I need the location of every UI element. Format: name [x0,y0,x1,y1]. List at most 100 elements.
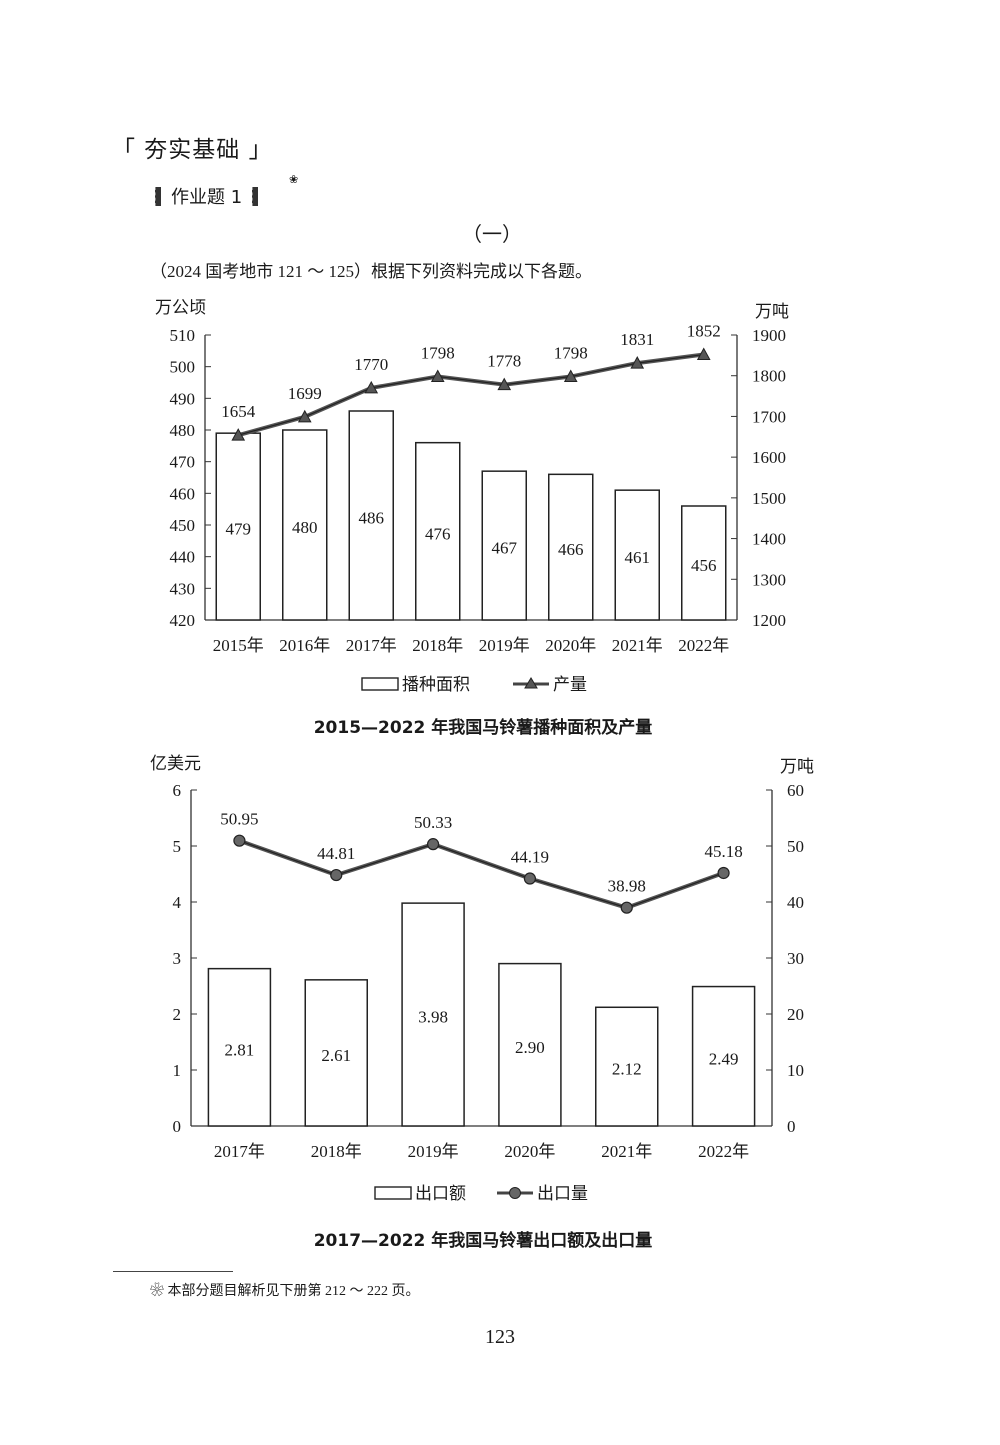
circle-marker-icon [233,834,246,847]
legend-bar-swatch [374,1186,412,1200]
section-title: 「 夯实基础 」 [112,137,273,163]
left-tick-label: 460 [170,484,196,503]
footnote: ❀ 本部分题目解析见下册第 212 ～ 222 页。 [150,1280,420,1300]
triangle-marker-icon [497,377,512,391]
right-axis-unit: 万吨 [755,302,789,321]
right-axis-unit: 万吨 [780,757,814,776]
category-label: 2018年 [412,636,463,655]
legend-bar-swatch [361,677,399,691]
bar [401,902,465,1127]
bar [282,429,328,621]
left-axis-unit: 亿美元 [150,754,201,773]
right-tick-label: 40 [787,893,804,912]
left-tick-label: 470 [170,453,196,472]
homework-title: 作业题 1 [155,183,259,209]
right-tick-label: 1800 [752,367,786,386]
bar-value-label: 486 [359,509,385,528]
triangle-marker-icon [696,347,711,361]
bar [614,489,660,621]
left-tick-label: 2 [173,1005,182,1024]
bar-value-label: 479 [226,520,252,539]
bar-value-label: 3.98 [418,1008,448,1027]
homework-title-text: 作业题 1 [171,187,243,208]
circle-marker-icon [426,838,440,851]
circle-marker-icon [330,868,343,882]
category-label: 2019年 [479,636,530,655]
chart-area-production: 420 430 440 450 460 470 480 490 500 510 1200 1300 14… [155,298,789,694]
bar-value-label: 480 [292,518,318,537]
bar [498,962,562,1127]
circle-marker-icon [523,872,537,885]
right-tick-label: 0 [787,1117,796,1136]
left-axis-unit: 万公顷 [155,298,206,317]
right-tick-label: 1400 [752,530,786,549]
line-value-label: 44.19 [511,848,549,867]
bar [681,505,727,621]
chart-title-export: 2017—2022 年我国马铃薯出口额及出口量 [313,1231,653,1251]
line-value-label: 1778 [487,352,521,371]
bar [348,410,394,621]
legend-circle-icon [509,1187,521,1199]
line-value-label: 1654 [221,402,256,421]
bar-value-label: 2.90 [515,1038,545,1057]
category-label: 2020年 [504,1142,555,1161]
bar [415,441,461,621]
bar-value-label: 467 [492,539,518,558]
triangle-marker-icon [563,369,578,383]
right-tick-label: 20 [787,1005,804,1024]
left-tick-label: 510 [170,326,196,345]
left-tick-label: 4 [173,893,182,912]
bar-value-label: 2.12 [612,1060,642,1079]
line-series [238,838,725,910]
line-value-label: 50.95 [220,810,258,829]
category-label: 2016年 [279,636,330,655]
category-label: 2022年 [698,1142,749,1161]
category-label: 2015年 [213,636,264,655]
left-tick-label: 1 [173,1061,182,1080]
right-tick-label: 1300 [752,570,786,589]
legend-triangle-icon [524,677,538,689]
triangle-marker-icon [430,369,445,383]
line-value-label: 1831 [620,330,654,349]
left-tick-label: 420 [170,611,196,630]
intro-text: （2024 国考地市 121 ～ 125）根据下列资料完成以下各题。 [150,262,592,281]
line-value-label: 1699 [288,384,322,403]
line-value-label: 44.81 [317,844,355,863]
line-value-label: 1798 [554,344,588,363]
bar-value-label: 456 [691,556,717,575]
left-tick-label: 450 [170,516,196,535]
line-value-label: 1770 [354,355,388,374]
right-tick-label: 1200 [752,611,786,630]
part-number: （一） [462,222,522,246]
category-label: 2021年 [601,1142,652,1161]
left-tick-label: 480 [170,421,196,440]
bar [481,470,527,621]
right-tick-label: 1900 [752,326,786,345]
page-number: 123 [485,1326,515,1348]
left-tick-label: 5 [173,837,182,856]
line-value-label: 50.33 [414,813,452,832]
line-value-label: 1798 [421,344,455,363]
legend-bar-label: 播种面积 [402,675,470,694]
circle-marker-icon [717,866,730,880]
triangle-marker-icon [364,380,379,394]
bar [548,473,594,621]
bar-value-label: 466 [558,540,584,559]
homework-bar-left [155,186,161,206]
bar-value-label: 461 [625,548,651,567]
right-tick-label: 30 [787,949,804,968]
line-value-label: 1852 [687,322,721,341]
bar [595,1006,659,1127]
bar-value-label: 2.61 [321,1046,351,1065]
circle-marker-icon [620,901,633,914]
left-tick-label: 3 [173,949,182,968]
category-label: 2019年 [408,1142,459,1161]
bar [691,985,756,1127]
right-tick-label: 50 [787,837,804,856]
category-label: 2022年 [678,636,729,655]
bar-value-label: 2.81 [225,1040,255,1059]
flower-mark-icon: ❀ [289,173,299,186]
right-tick-label: 10 [787,1061,804,1080]
bar-value-label: 476 [425,524,451,543]
